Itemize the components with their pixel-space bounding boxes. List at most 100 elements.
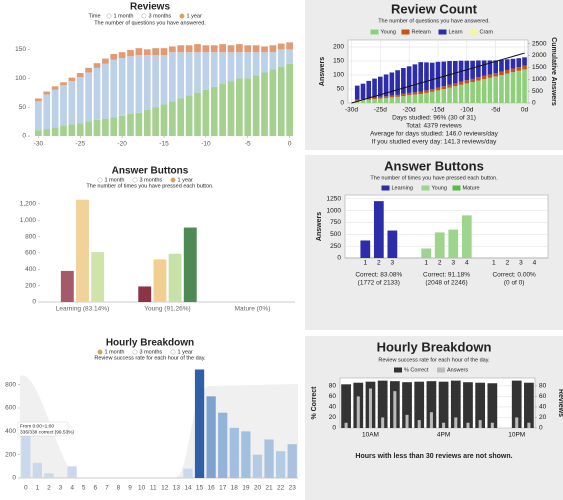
correct-bar <box>450 380 461 428</box>
x-tick-label: 18 <box>231 485 239 492</box>
y2-tick-label: 2000 <box>532 52 547 59</box>
bar-segment <box>470 82 475 103</box>
bar-segment <box>493 73 498 77</box>
bar-segment <box>252 52 260 76</box>
bar-segment <box>236 44 243 53</box>
bar-segment <box>383 74 389 97</box>
y2-tick-label: 1000 <box>532 76 547 83</box>
correct-bar <box>341 384 351 428</box>
correct-rate: Correct: 91.18% <box>423 272 470 279</box>
y-tick-label: 0 <box>340 100 344 107</box>
bar-segment <box>476 77 481 81</box>
bar-segment <box>389 72 395 96</box>
x-tick-label: 19 <box>242 485 250 492</box>
y-tick-label: 0 <box>12 475 16 482</box>
bar-segment <box>210 45 218 53</box>
bar-segment <box>51 127 59 136</box>
y-tick-label: 60 <box>329 393 337 400</box>
bar-segment <box>85 72 92 122</box>
bar-segment <box>499 75 504 103</box>
chart-title: Hourly Breakdown <box>377 339 492 354</box>
bar-segment <box>395 70 400 95</box>
bar-segment <box>277 49 285 67</box>
bar-segment <box>110 59 118 118</box>
footer-note: Hours with less than 30 reviews are not … <box>355 453 512 460</box>
y-tick-label: 100 <box>15 75 26 82</box>
radio-button <box>141 13 147 19</box>
bar <box>168 253 182 302</box>
stat-line: If you studied every day: 141.3 reviews/… <box>372 139 497 146</box>
bar-segment <box>51 86 59 90</box>
bar-segment <box>441 89 447 103</box>
bar <box>373 201 384 258</box>
button-label: 2 <box>438 260 442 267</box>
y2-tick-label: 60 <box>539 393 547 400</box>
bar-segment <box>51 89 59 128</box>
radio-button <box>97 349 103 355</box>
y-tick-label: 1,200 <box>20 201 37 208</box>
bar-segment <box>481 60 487 76</box>
bar-segment <box>110 117 118 136</box>
button-label: 1 <box>492 260 496 267</box>
range-option: 3 months <box>140 177 163 183</box>
group-label: Mature (0%) <box>235 306 271 313</box>
bar-segment <box>185 52 193 96</box>
bar <box>183 468 193 478</box>
bar-segment <box>68 124 76 136</box>
bar <box>44 473 54 478</box>
legend-swatch <box>452 185 461 191</box>
answers-bar <box>356 396 360 428</box>
bar-segment <box>219 52 226 84</box>
bar-segment <box>227 52 235 82</box>
bar-segment <box>43 91 51 95</box>
bar-segment <box>493 76 498 103</box>
range-option: 1 month <box>105 177 125 183</box>
group-label: Young (91.26%) <box>144 306 190 313</box>
bar-segment <box>372 78 377 98</box>
bar-segment <box>244 45 252 53</box>
bar-segment <box>244 78 252 136</box>
radio-button <box>106 13 112 19</box>
button-label: 2 <box>506 260 510 267</box>
bar <box>229 427 239 478</box>
bar-segment <box>504 69 510 74</box>
y-axis-title: Answers <box>316 212 323 241</box>
chart-title: Reviews <box>130 2 170 13</box>
y-tick-label: 0 <box>32 299 36 306</box>
bar-segment <box>252 75 260 136</box>
bar-segment <box>424 92 429 103</box>
bar-segment <box>135 48 143 56</box>
bar <box>360 240 371 258</box>
chart-title: Review Count <box>391 1 478 16</box>
answers-bar <box>466 422 470 428</box>
answers-bar <box>478 420 482 428</box>
bar-segment <box>93 63 101 68</box>
chart-subtitle: The number of questions you have answere… <box>378 18 490 24</box>
bar-segment <box>60 85 67 126</box>
y2-axis-title: Cumulative Answers <box>550 37 557 106</box>
bar-segment <box>93 119 101 136</box>
x-tick-label: -5 <box>245 141 251 148</box>
correct-bar <box>438 381 449 428</box>
chart-title: Hourly Breakdown <box>106 338 194 349</box>
bar-segment <box>354 85 360 100</box>
x-tick-label: -20 <box>117 141 127 148</box>
bar-segment <box>366 98 372 100</box>
legend-swatch <box>370 29 379 35</box>
x-tick-label: 22 <box>277 485 285 492</box>
y-tick-label: 600 <box>25 250 36 257</box>
y-tick-label: 200 <box>333 44 344 51</box>
bar-segment <box>389 97 395 103</box>
bar-segment <box>261 72 268 136</box>
bar-segment <box>383 97 389 103</box>
y-axis-title: % Correct <box>311 386 318 420</box>
bar-segment <box>458 81 464 85</box>
button-label: 3 <box>451 260 455 267</box>
y-tick-label: 400 <box>5 428 16 435</box>
tooltip-text: From 0:00~1:00 <box>20 423 54 429</box>
range-option: 1 year <box>187 13 202 19</box>
correct-bar <box>414 381 425 428</box>
x-tick-label: -25d <box>374 107 387 114</box>
stat-line: Total: 4379 reviews <box>406 123 462 130</box>
y-tick-label: 1000 <box>327 207 342 214</box>
